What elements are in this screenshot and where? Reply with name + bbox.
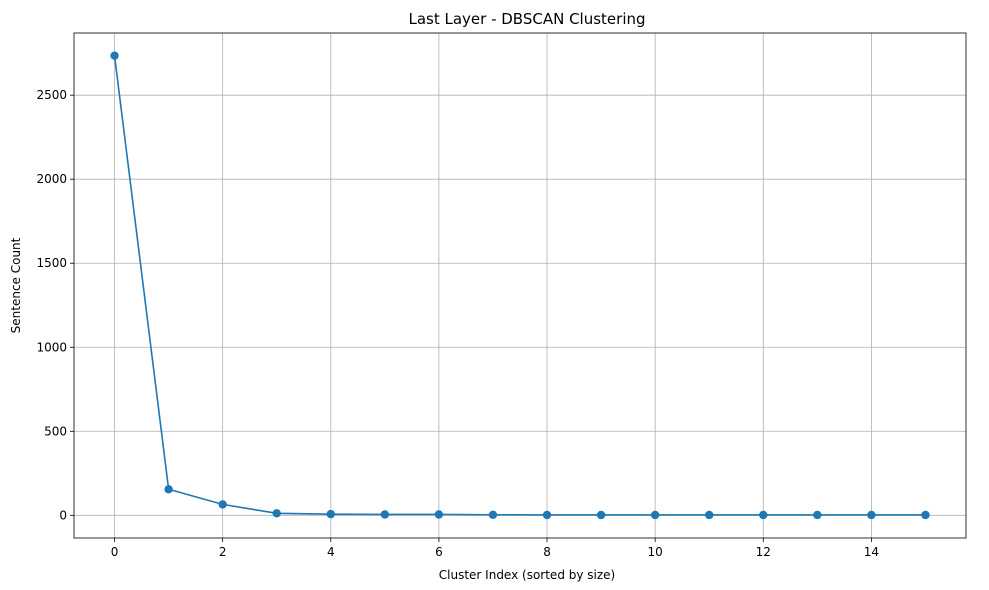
- data-point-marker: [218, 500, 227, 509]
- x-tick-label: 4: [327, 545, 335, 559]
- y-tick-label: 0: [59, 508, 67, 522]
- data-point-marker: [434, 510, 444, 519]
- data-point-marker: [488, 510, 498, 520]
- grid-lines: [74, 33, 966, 538]
- data-point-marker: [650, 510, 660, 520]
- data-point-marker: [164, 485, 173, 494]
- data-point-marker: [921, 510, 930, 520]
- data-point-marker: [380, 510, 390, 519]
- y-tick-label: 1000: [36, 340, 67, 354]
- x-axis-label: Cluster Index (sorted by size): [439, 568, 615, 582]
- data-point-marker: [542, 510, 552, 520]
- data-point-marker: [759, 510, 768, 520]
- y-tick-label: 500: [44, 424, 67, 438]
- x-tick-label: 8: [543, 545, 551, 559]
- x-tick-label: 14: [864, 545, 879, 559]
- x-tick-label: 2: [219, 545, 227, 559]
- data-point-marker: [813, 510, 822, 520]
- data-point-marker: [272, 509, 281, 518]
- y-tick-label: 1500: [36, 256, 67, 270]
- x-tick-label: 10: [648, 545, 663, 559]
- data-point-marker: [326, 509, 335, 519]
- data-point-marker: [867, 510, 876, 520]
- data-point-marker: [705, 510, 714, 520]
- x-tick-label: 0: [111, 545, 119, 559]
- series-layer: [110, 51, 930, 520]
- plot-area-frame: [73, 32, 967, 539]
- chart-title: Last Layer - DBSCAN Clustering: [408, 10, 645, 28]
- axis-ticks: 0 2 4 6 8 10 12 14 0 500 1000 1500 2000 2500: [36, 88, 879, 559]
- x-tick-label: 12: [756, 545, 771, 559]
- series-line: [113, 55, 926, 516]
- y-axis-label: Sentence Count: [9, 237, 23, 333]
- y-tick-label: 2500: [36, 88, 67, 102]
- x-tick-label: 6: [435, 545, 443, 559]
- y-tick-label: 2000: [36, 172, 67, 186]
- data-point-marker: [110, 51, 119, 60]
- data-point-marker: [596, 510, 606, 520]
